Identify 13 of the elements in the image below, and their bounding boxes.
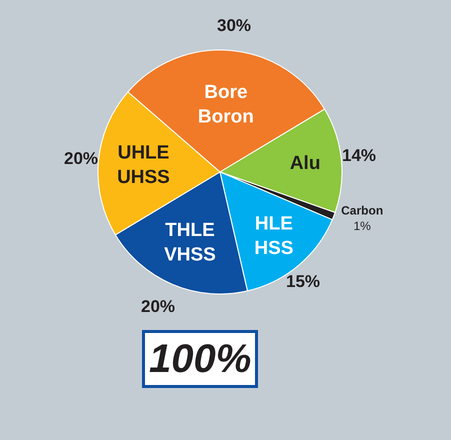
- text: 100%: [149, 337, 252, 381]
- slice-label: Bore Boron: [198, 82, 254, 128]
- data-label: 15%: [286, 272, 320, 291]
- data-label: 20%: [64, 149, 98, 168]
- slice-label: UHLE UHSS: [117, 142, 170, 188]
- slice-label: Alu: [290, 152, 320, 174]
- data-label: 20%: [141, 297, 176, 316]
- data-label: 1%: [353, 218, 372, 233]
- slice-label: Carbon: [341, 203, 384, 218]
- data-label: 30%: [217, 16, 252, 35]
- data-label: 14%: [342, 146, 376, 165]
- slice-label: THLE VHSS: [164, 220, 216, 266]
- slice-label: HLE HSS: [254, 213, 294, 260]
